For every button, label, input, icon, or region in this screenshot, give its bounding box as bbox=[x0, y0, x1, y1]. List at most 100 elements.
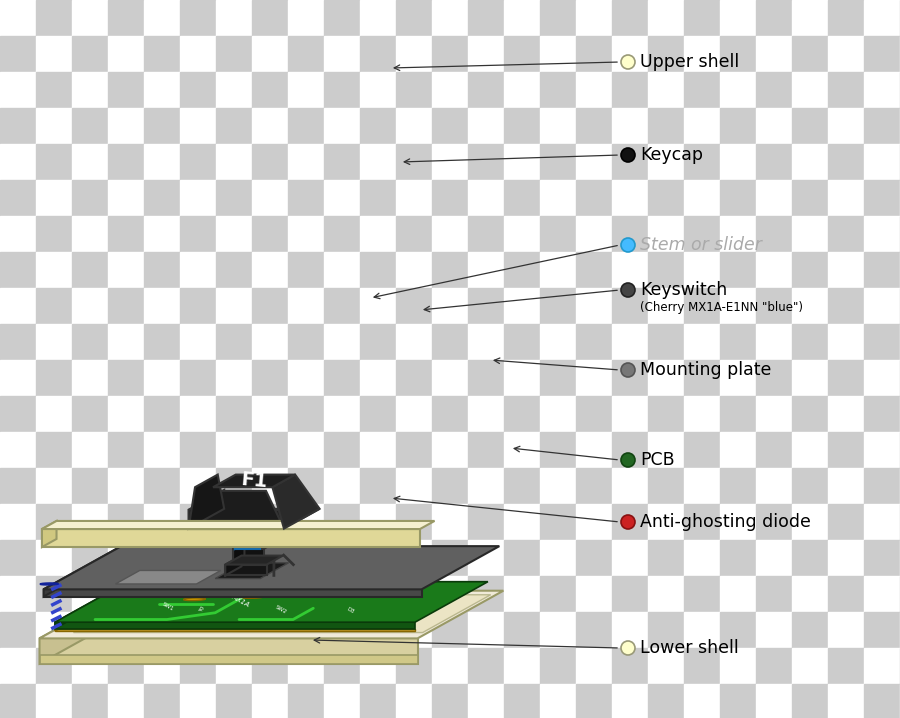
Polygon shape bbox=[189, 491, 284, 528]
Bar bbox=[684, 216, 720, 252]
Bar bbox=[108, 180, 144, 216]
Bar bbox=[324, 504, 360, 540]
Bar bbox=[432, 432, 468, 468]
Bar bbox=[324, 684, 360, 718]
Bar bbox=[0, 252, 36, 288]
Bar bbox=[432, 684, 468, 718]
Bar bbox=[180, 468, 216, 504]
Bar bbox=[180, 0, 216, 36]
Bar bbox=[288, 288, 324, 324]
Bar bbox=[612, 108, 648, 144]
Bar bbox=[432, 36, 468, 72]
Bar bbox=[216, 216, 252, 252]
Bar bbox=[144, 360, 180, 396]
Bar bbox=[144, 396, 180, 432]
Bar bbox=[612, 612, 648, 648]
Bar bbox=[324, 612, 360, 648]
Bar bbox=[180, 432, 216, 468]
Bar bbox=[612, 576, 648, 612]
Bar bbox=[756, 324, 792, 360]
Bar bbox=[360, 540, 396, 576]
Bar bbox=[180, 288, 216, 324]
Bar bbox=[216, 288, 252, 324]
Bar bbox=[72, 612, 108, 648]
Bar bbox=[216, 180, 252, 216]
Bar bbox=[684, 360, 720, 396]
Bar bbox=[252, 108, 288, 144]
Bar bbox=[504, 144, 540, 180]
Circle shape bbox=[621, 55, 635, 69]
Bar bbox=[396, 468, 432, 504]
Bar bbox=[72, 324, 108, 360]
Bar bbox=[252, 360, 288, 396]
Bar bbox=[216, 612, 252, 648]
Bar bbox=[756, 180, 792, 216]
Bar bbox=[0, 324, 36, 360]
Polygon shape bbox=[74, 595, 491, 633]
Bar bbox=[252, 252, 288, 288]
Polygon shape bbox=[213, 475, 295, 488]
Bar bbox=[720, 684, 756, 718]
Bar bbox=[216, 468, 252, 504]
Bar bbox=[0, 216, 36, 252]
Bar bbox=[108, 576, 144, 612]
Bar bbox=[612, 396, 648, 432]
Bar bbox=[36, 504, 72, 540]
Bar bbox=[72, 360, 108, 396]
Polygon shape bbox=[40, 591, 125, 663]
Bar bbox=[792, 108, 828, 144]
Polygon shape bbox=[233, 549, 264, 563]
Bar bbox=[396, 108, 432, 144]
Bar bbox=[36, 684, 72, 718]
Bar bbox=[72, 648, 108, 684]
Bar bbox=[720, 0, 756, 36]
Bar bbox=[756, 432, 792, 468]
Bar bbox=[396, 396, 432, 432]
Bar bbox=[180, 360, 216, 396]
Bar bbox=[864, 540, 900, 576]
Bar bbox=[432, 180, 468, 216]
Bar bbox=[612, 216, 648, 252]
Bar bbox=[468, 468, 504, 504]
Bar bbox=[540, 432, 576, 468]
Bar bbox=[648, 576, 684, 612]
Bar bbox=[648, 108, 684, 144]
Bar bbox=[504, 504, 540, 540]
Bar bbox=[504, 72, 540, 108]
Bar bbox=[864, 288, 900, 324]
Bar bbox=[648, 540, 684, 576]
Bar bbox=[432, 0, 468, 36]
Bar bbox=[756, 0, 792, 36]
Bar bbox=[828, 288, 864, 324]
Bar bbox=[72, 216, 108, 252]
Bar bbox=[540, 648, 576, 684]
Bar bbox=[144, 0, 180, 36]
Bar bbox=[504, 684, 540, 718]
Bar bbox=[396, 504, 432, 540]
Bar bbox=[432, 144, 468, 180]
Bar bbox=[72, 504, 108, 540]
Bar bbox=[576, 288, 612, 324]
Text: PCB: PCB bbox=[640, 451, 675, 469]
Bar bbox=[468, 396, 504, 432]
Bar bbox=[432, 108, 468, 144]
Bar bbox=[684, 180, 720, 216]
Bar bbox=[72, 468, 108, 504]
Bar bbox=[684, 0, 720, 36]
Polygon shape bbox=[233, 543, 275, 549]
Bar bbox=[108, 252, 144, 288]
Bar bbox=[828, 180, 864, 216]
Bar bbox=[720, 360, 756, 396]
Bar bbox=[792, 180, 828, 216]
Bar bbox=[144, 108, 180, 144]
Bar bbox=[252, 216, 288, 252]
Polygon shape bbox=[215, 563, 289, 579]
Bar bbox=[324, 252, 360, 288]
Bar bbox=[684, 684, 720, 718]
Bar bbox=[252, 288, 288, 324]
Bar bbox=[504, 36, 540, 72]
Bar bbox=[828, 432, 864, 468]
Bar bbox=[648, 468, 684, 504]
Bar bbox=[288, 36, 324, 72]
Bar bbox=[648, 684, 684, 718]
